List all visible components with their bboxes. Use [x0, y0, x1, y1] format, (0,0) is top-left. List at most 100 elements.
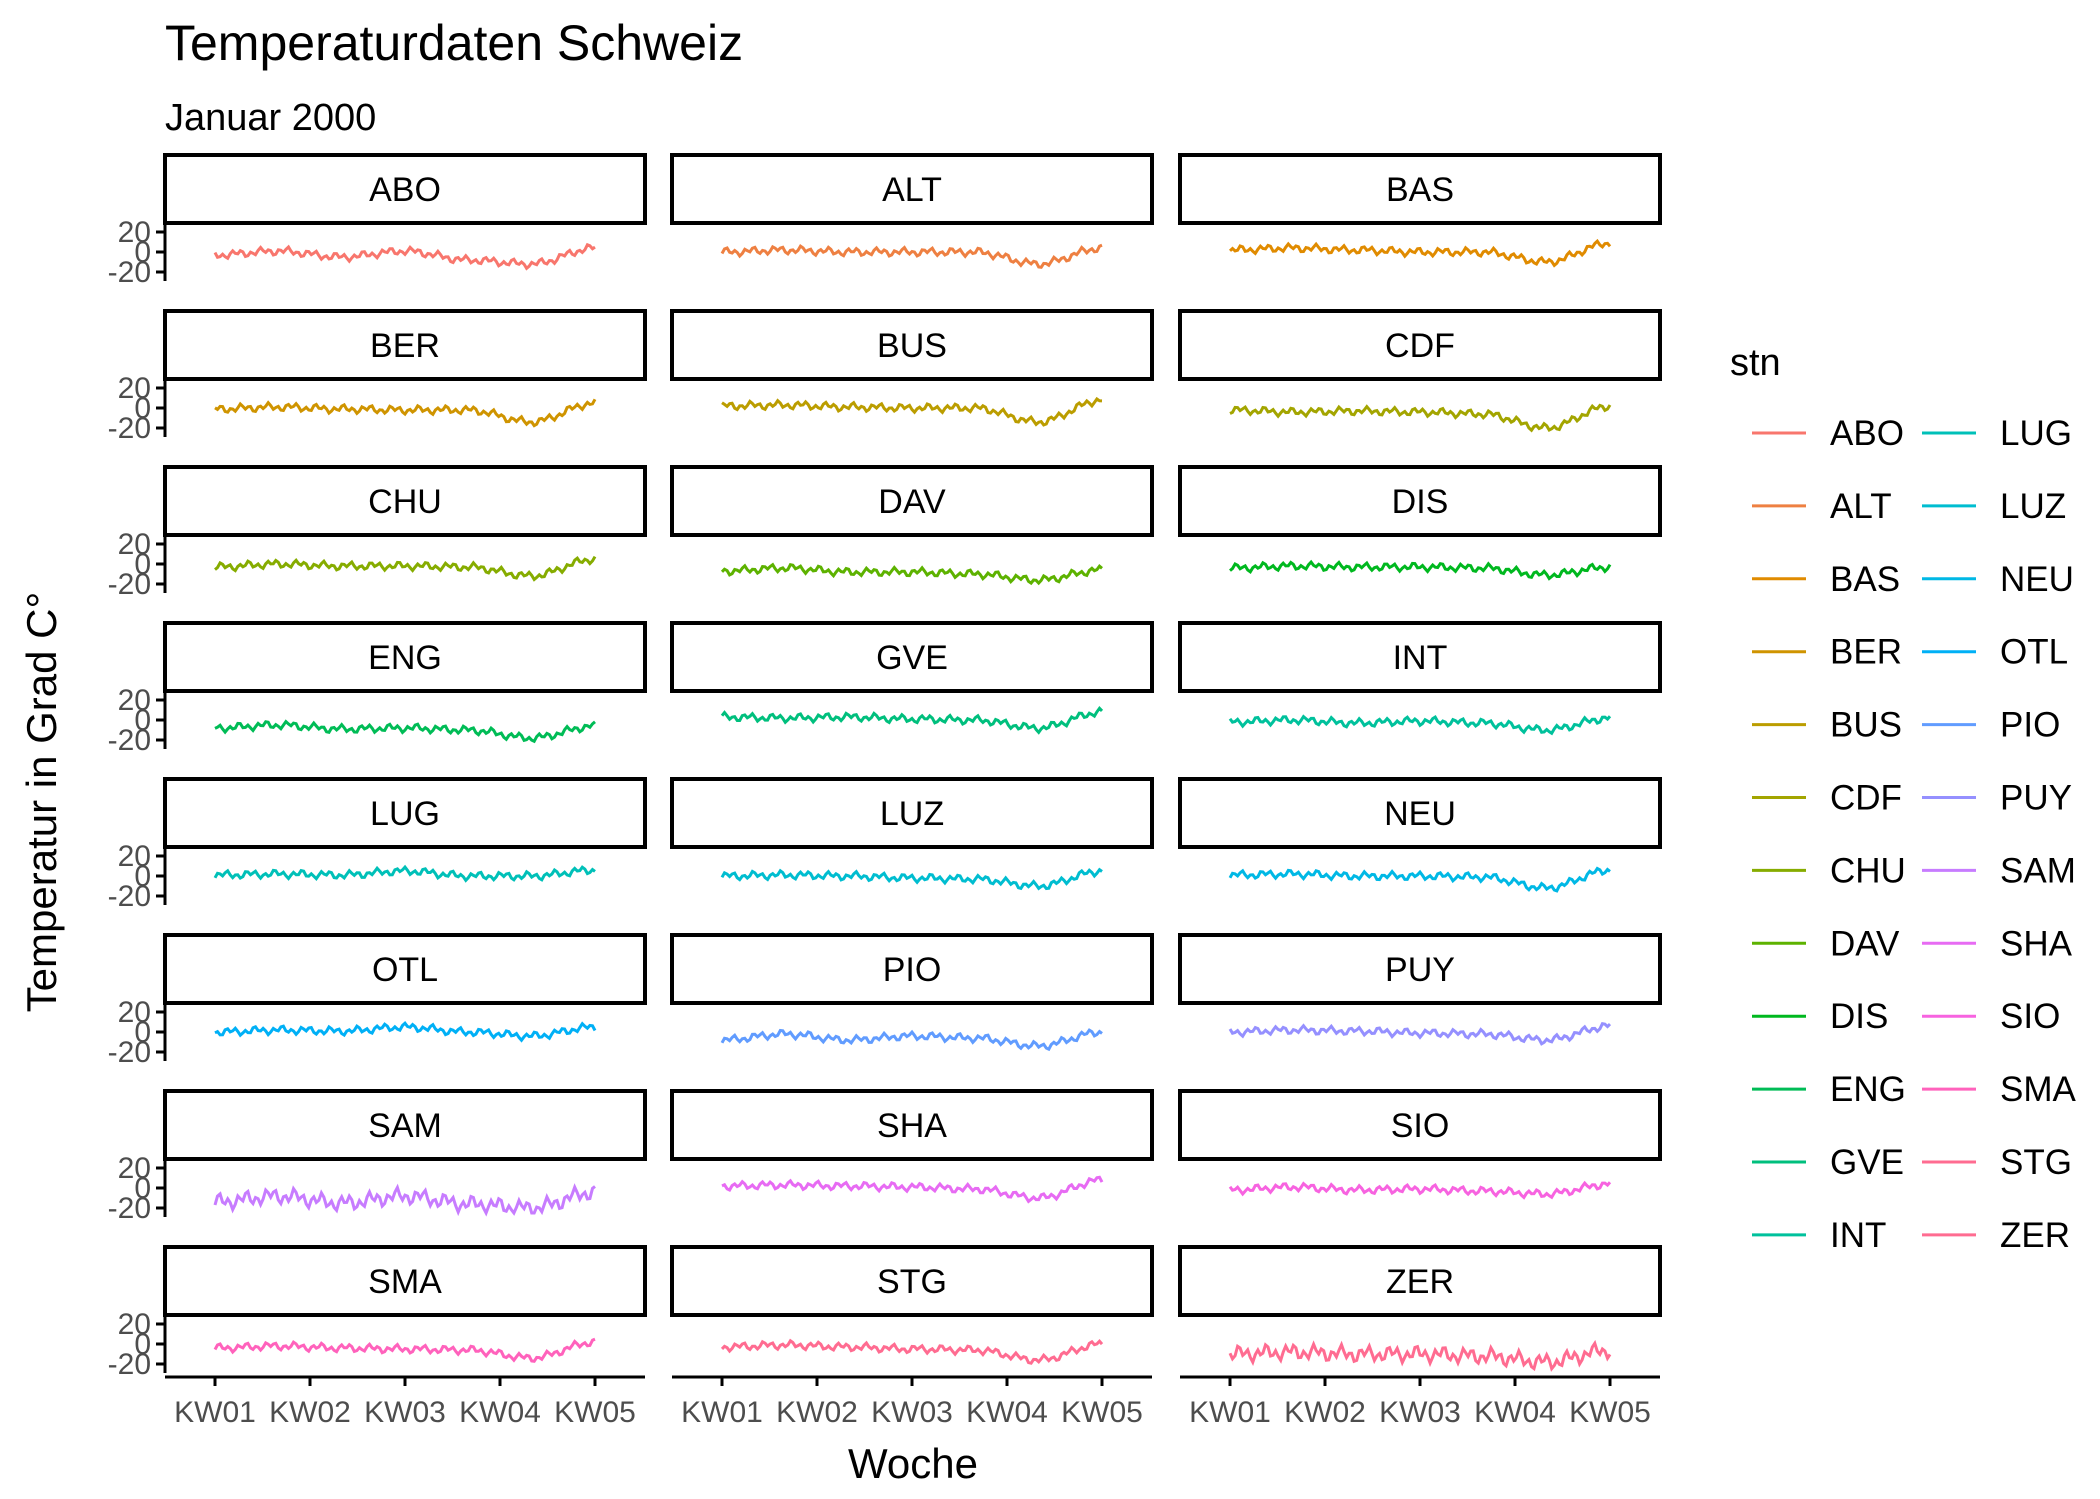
legend-item-cdf: CDF — [1752, 779, 1902, 818]
series-line-lug — [213, 864, 596, 883]
x-tick-label: KW03 — [1379, 1396, 1461, 1429]
series-line-dis — [1229, 559, 1612, 581]
series-line-chu — [214, 555, 597, 582]
y-tick-label: 0 — [134, 236, 151, 269]
panel-sam: SAM 200-20 — [108, 1089, 647, 1225]
series-line-puy — [1228, 1022, 1612, 1046]
panel-dis: DIS — [1178, 465, 1662, 581]
strip-label: ENG — [368, 639, 442, 677]
panel-otl: OTL 200-20 — [108, 933, 647, 1069]
y-tick-label: 20 — [118, 1308, 151, 1341]
y-tick-label: 20 — [118, 840, 151, 873]
legend-item-bas: BAS — [1752, 560, 1900, 599]
strip — [670, 1089, 1154, 1161]
strip — [1178, 621, 1662, 693]
panel-chu: CHU 200-20 — [108, 465, 647, 601]
legend-label: CHU — [1830, 851, 1906, 890]
series-line-pio — [720, 1028, 1103, 1052]
legend-item-ber: BER — [1752, 633, 1902, 672]
x-tick-label: KW01 — [174, 1396, 256, 1429]
strip-label: SIO — [1391, 1107, 1450, 1145]
strip-label: ZER — [1386, 1263, 1454, 1301]
strip-label: GVE — [876, 639, 948, 677]
panel-bas: BAS — [1178, 153, 1662, 268]
series-line-bas — [1228, 238, 1612, 268]
legend-label: ZER — [2000, 1216, 2070, 1255]
x-tick-label: KW04 — [966, 1396, 1048, 1429]
panel-sma: SMA 200-20 KW01 KW02 KW03 KW04 KW05 — [108, 1245, 647, 1429]
legend-label: LUG — [2000, 414, 2072, 453]
strip — [670, 309, 1154, 381]
series-line-sam — [213, 1183, 596, 1217]
strip — [163, 933, 647, 1005]
strip — [1178, 309, 1662, 381]
legend-item-chu: CHU — [1752, 851, 1906, 890]
strip-label: LUG — [370, 795, 440, 833]
strip-label: PUY — [1385, 951, 1455, 989]
strip — [1178, 1245, 1662, 1317]
panel-cdf: CDF — [1178, 309, 1662, 433]
strip-label: ALT — [882, 171, 942, 209]
strip — [670, 777, 1154, 849]
legend-item-dav: DAV — [1752, 924, 1900, 963]
legend-item-otl: OTL — [1922, 633, 2068, 672]
legend-item-bus: BUS — [1752, 706, 1902, 745]
y-tick-label: 20 — [118, 684, 151, 717]
legend-label: STG — [2000, 1143, 2072, 1182]
panel-abo: ABO 200-20 — [108, 153, 647, 289]
legend-item-sam: SAM — [1922, 851, 2076, 890]
y-tick-label: -20 — [108, 1036, 151, 1069]
panel-zer: ZER KW01 KW02 KW03 KW04 KW05 — [1178, 1245, 1662, 1429]
y-tick-label: 20 — [118, 1152, 151, 1185]
strip-label: DAV — [878, 483, 946, 521]
series-line-zer — [1228, 1339, 1612, 1372]
y-tick-label: -20 — [108, 568, 151, 601]
x-tick-label: KW05 — [1569, 1396, 1651, 1429]
panel-lug: LUG 200-20 — [108, 777, 647, 913]
series-line-alt — [720, 243, 1103, 269]
series-line-otl — [214, 1020, 597, 1043]
legend-item-dis: DIS — [1752, 997, 1888, 1036]
y-tick-label: -20 — [108, 1192, 151, 1225]
strip — [163, 1245, 647, 1317]
y-tick-label: 0 — [134, 860, 151, 893]
legend-label: ENG — [1830, 1070, 1906, 1109]
legend-label: BAS — [1830, 560, 1900, 599]
legend-item-neu: NEU — [1922, 560, 2074, 599]
y-tick-label: -20 — [108, 724, 151, 757]
legend-item-sma: SMA — [1922, 1070, 2077, 1109]
legend-item-lug: LUG — [1922, 414, 2072, 453]
strip — [163, 309, 647, 381]
panel-stg: STG KW01 KW02 KW03 KW04 KW05 — [670, 1245, 1154, 1429]
panel-luz: LUZ — [670, 777, 1154, 891]
series-line-sha — [721, 1175, 1104, 1204]
y-tick-label: -20 — [108, 1348, 151, 1381]
strip-label: ABO — [369, 171, 441, 209]
panel-eng: ENG 200-20 — [108, 621, 647, 757]
strip-label: CDF — [1385, 327, 1455, 365]
x-tick-label: KW01 — [1189, 1396, 1271, 1429]
panel-bus: BUS — [670, 309, 1154, 427]
strip — [163, 621, 647, 693]
legend-title: stn — [1730, 342, 1781, 384]
y-tick-label: 20 — [118, 216, 151, 249]
panel-ber: BER 200-20 — [108, 309, 647, 445]
legend-label: SIO — [2000, 997, 2060, 1036]
series-line-gve — [720, 705, 1104, 735]
y-tick-label: 0 — [134, 1328, 151, 1361]
y-tick-label: 20 — [118, 528, 151, 561]
legend-label: DIS — [1830, 997, 1888, 1036]
legend-item-luz: LUZ — [1922, 487, 2066, 526]
legend-label: OTL — [2000, 633, 2068, 672]
x-tick-label: KW03 — [364, 1396, 446, 1429]
x-tick-label: KW04 — [1474, 1396, 1556, 1429]
strip-label: NEU — [1384, 795, 1456, 833]
strip-label: STG — [877, 1263, 947, 1301]
panel-sio: SIO — [1178, 1089, 1662, 1200]
strip-label: OTL — [372, 951, 438, 989]
legend-item-pio: PIO — [1922, 706, 2060, 745]
strip — [1178, 465, 1662, 537]
panel-sha: SHA — [670, 1089, 1154, 1204]
legend-label: ABO — [1830, 414, 1904, 453]
